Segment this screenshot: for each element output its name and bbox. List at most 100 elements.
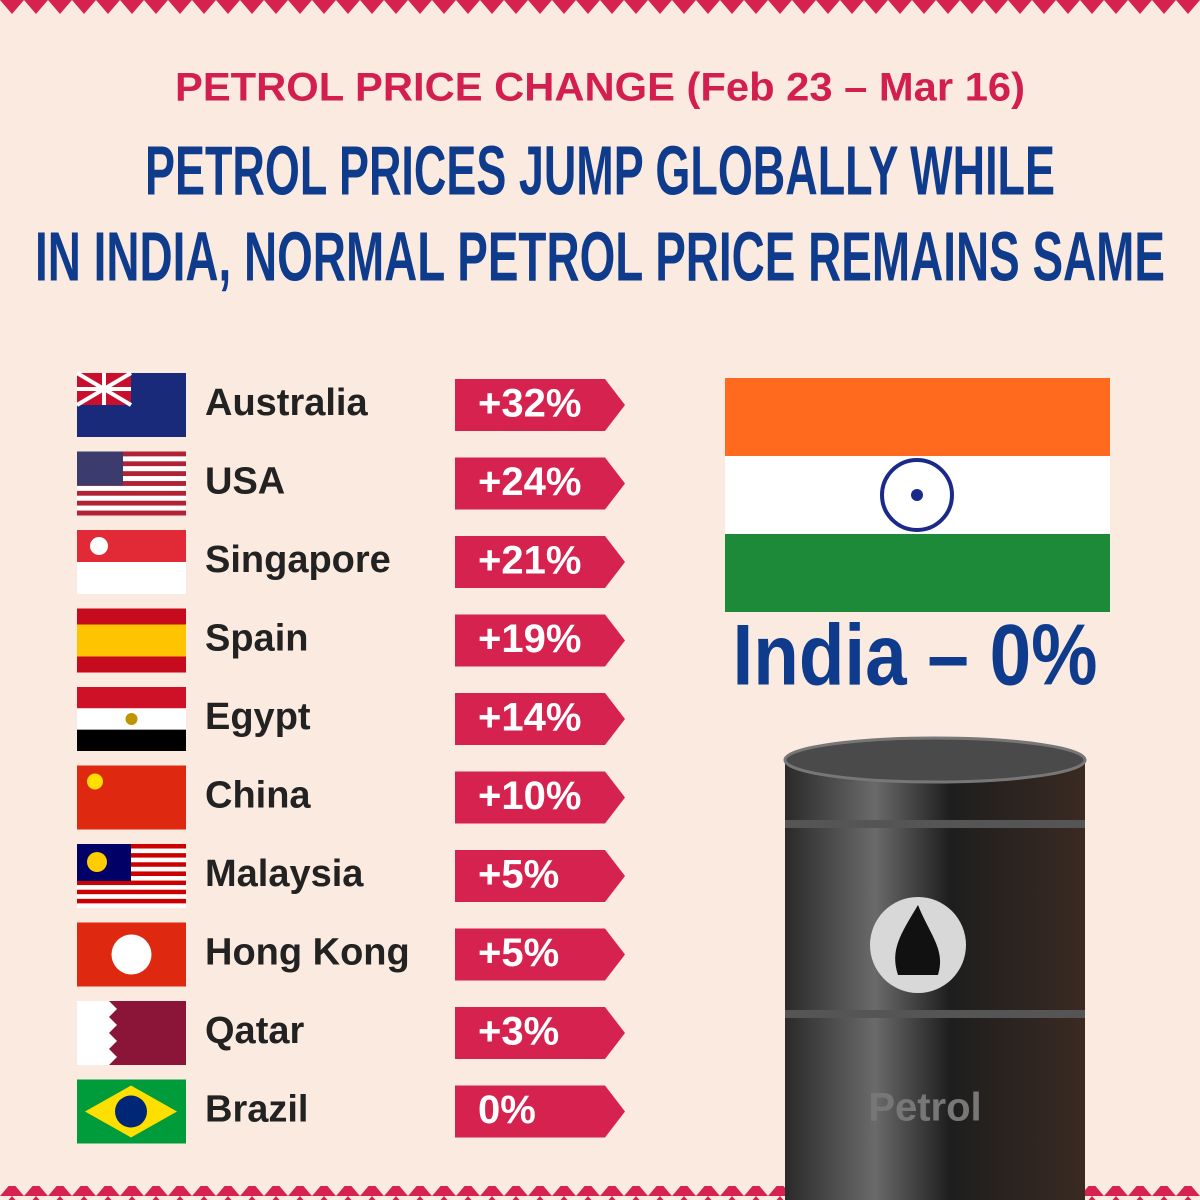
- change-label: 0%: [478, 1088, 536, 1132]
- change-label: +5%: [478, 931, 559, 975]
- country-row: Australia +32%: [75, 371, 625, 437]
- country-list: Australia +32% USA +24% Singapore +21% Spain +1…: [75, 371, 625, 1144]
- flame: [895, 905, 941, 975]
- country-name: Malaysia: [205, 853, 364, 895]
- flag-crescent: [90, 537, 108, 555]
- change-label: +3%: [478, 1010, 559, 1054]
- flag-stripe: [77, 485, 186, 491]
- flag-stripe: [77, 562, 186, 594]
- change-label: +32%: [478, 382, 581, 426]
- country-row: Singapore +21%: [77, 530, 625, 594]
- country-name: Singapore: [205, 539, 391, 581]
- top-border: [0, 0, 1200, 14]
- flag: [77, 765, 186, 830]
- barrel-rib: [785, 1010, 1085, 1018]
- flag: [77, 844, 186, 908]
- country-name: Australia: [205, 382, 368, 424]
- subtitle: PETROL PRICE CHANGE (Feb 23 – Mar 16): [175, 66, 1025, 110]
- flag-stripe: [77, 866, 186, 872]
- country-row: Qatar +3%: [77, 1001, 625, 1065]
- country-row: Brazil 0%: [77, 1079, 625, 1144]
- chakra: [880, 458, 954, 532]
- flag-stripe: [77, 844, 186, 849]
- flag-stripe: [77, 490, 186, 496]
- flag-stripe: [77, 880, 186, 886]
- change-tag: [455, 457, 625, 510]
- flag-stripe: [77, 729, 186, 751]
- change-tag: [455, 928, 625, 981]
- flag-stripe: [77, 495, 186, 501]
- flag: [77, 1001, 186, 1065]
- flag-stripe: [77, 505, 186, 511]
- country-name: Egypt: [205, 696, 311, 738]
- flag-canton: [77, 451, 123, 486]
- country-name: Qatar: [205, 1010, 304, 1052]
- flag-cross: [75, 371, 133, 407]
- title-line: PETROL PRICES JUMP GLOBALLY WHILE: [145, 131, 1055, 209]
- country-row: Malaysia +5%: [77, 844, 625, 908]
- country-name: Brazil: [205, 1089, 308, 1131]
- flag-stripe: [77, 876, 186, 881]
- flag-stripe: [77, 608, 186, 625]
- flag-stripe: [77, 510, 186, 516]
- change-tag: [455, 1007, 625, 1059]
- flag-stripe: [77, 848, 186, 854]
- flag-crescent: [87, 852, 107, 872]
- flag: [77, 922, 186, 987]
- change-label: +21%: [478, 539, 581, 583]
- india-label: India – 0%: [733, 608, 1098, 704]
- flag-stripe: [77, 476, 186, 482]
- change-tag: [455, 771, 625, 824]
- country-row: China +10%: [77, 765, 625, 830]
- flag-stripe: [725, 534, 1110, 612]
- country-name: USA: [205, 461, 285, 503]
- change-tag: [455, 850, 625, 902]
- flag-serration: [77, 1001, 117, 1065]
- flag: [75, 371, 186, 437]
- change-label: +24%: [478, 460, 581, 504]
- change-label: +19%: [478, 617, 581, 661]
- flag-stripe: [77, 853, 186, 858]
- flag-stripe: [77, 871, 186, 876]
- barrel-label: Petrol: [868, 1086, 981, 1130]
- country-row: Hong Kong +5%: [77, 922, 625, 987]
- country-name: China: [205, 775, 311, 817]
- change-label: +10%: [478, 774, 581, 818]
- flag-star: [87, 773, 103, 790]
- country-row: USA +24%: [77, 451, 625, 516]
- change-label: +5%: [478, 853, 559, 897]
- barrel-top: [783, 736, 1087, 784]
- flag-stripe: [77, 471, 186, 477]
- flag-stripe: [77, 894, 186, 899]
- chakra-hub: [911, 489, 923, 501]
- india-flag: [725, 378, 1110, 612]
- flag-stripe: [77, 687, 186, 709]
- barrel: Petrol: [783, 736, 1087, 1200]
- flag-stripe: [77, 889, 186, 895]
- flag-stripe: [77, 456, 186, 462]
- change-tag: [455, 536, 625, 588]
- change-tag: [455, 1085, 625, 1138]
- flag-stripe: [77, 481, 186, 486]
- change-tag: [455, 614, 625, 667]
- flag-stripe: [77, 500, 186, 506]
- flag-stripe: [77, 624, 186, 641]
- flag-stripe: [77, 451, 186, 457]
- flag-stripe: [77, 903, 186, 908]
- flag-stripe: [77, 862, 186, 867]
- barrel-rib: [785, 820, 1085, 828]
- flag-stripe: [77, 656, 186, 673]
- flag: [77, 451, 186, 516]
- country-name: Hong Kong: [205, 932, 410, 974]
- country-name: Spain: [205, 618, 308, 660]
- country-row: Egypt +14%: [77, 687, 625, 751]
- flag-stripe: [77, 461, 186, 467]
- change-label: +14%: [478, 696, 581, 740]
- flag-stripe: [77, 898, 186, 904]
- flag-globe: [115, 1095, 147, 1128]
- flag-emblem: [125, 713, 138, 725]
- flag-stripe: [77, 466, 186, 472]
- flag-stripe: [77, 885, 186, 890]
- flag-flower: [111, 934, 152, 975]
